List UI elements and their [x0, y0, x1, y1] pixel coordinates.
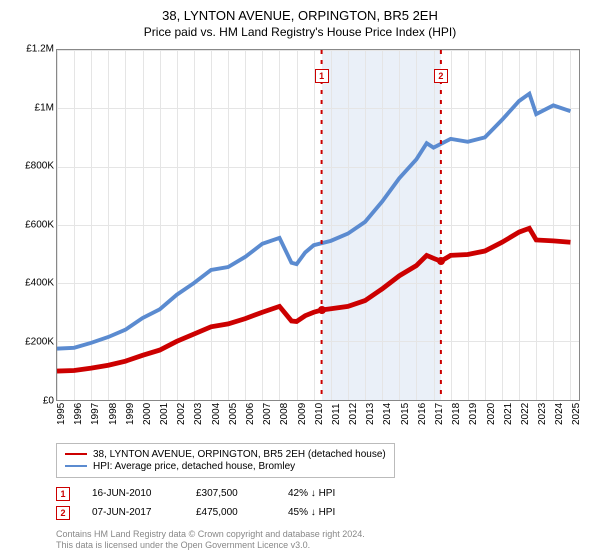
sale-price: £475,000 [196, 507, 266, 518]
sale-table-marker: 1 [56, 487, 70, 501]
sale-dot [318, 306, 326, 314]
sale-price: £307,500 [196, 488, 266, 499]
series-red_line [57, 228, 570, 371]
sale-date: 07-JUN-2017 [92, 507, 174, 518]
x-tick-label: 2025 [571, 402, 600, 424]
chart-area: 12 £0£200K£400K£600K£800K£1M£1.2M1995199… [8, 45, 592, 443]
sale-table-row: 1 16-JUN-2010 £307,500 42% ↓ HPI [56, 487, 592, 501]
y-tick-label: £200K [10, 337, 54, 348]
sale-table-marker: 2 [56, 506, 70, 520]
y-tick-label: £1M [10, 102, 54, 113]
legend-label: 38, LYNTON AVENUE, ORPINGTON, BR5 2EH (d… [93, 449, 386, 460]
sale-table: 1 16-JUN-2010 £307,500 42% ↓ HPI 2 07-JUN-201… [56, 482, 592, 525]
sale-marker-box: 1 [315, 69, 329, 83]
legend-swatch [65, 453, 87, 455]
sale-pct: 42% ↓ HPI [288, 488, 335, 499]
legend-label: HPI: Average price, detached house, Brom… [93, 461, 295, 472]
sale-table-row: 2 07-JUN-2017 £475,000 45% ↓ HPI [56, 506, 592, 520]
footer-line-1: Contains HM Land Registry data © Crown c… [56, 529, 592, 541]
footer: Contains HM Land Registry data © Crown c… [56, 529, 592, 552]
legend-row: 38, LYNTON AVENUE, ORPINGTON, BR5 2EH (d… [65, 449, 386, 460]
chart-title: 38, LYNTON AVENUE, ORPINGTON, BR5 2EH [8, 8, 592, 23]
y-tick-label: £400K [10, 278, 54, 289]
legend-row: HPI: Average price, detached house, Brom… [65, 461, 386, 472]
plot-region: 12 [56, 49, 580, 401]
sale-dot [437, 257, 445, 265]
legend: 38, LYNTON AVENUE, ORPINGTON, BR5 2EH (d… [56, 443, 395, 478]
footer-line-2: This data is licensed under the Open Gov… [56, 540, 592, 552]
sale-pct: 45% ↓ HPI [288, 507, 335, 518]
y-tick-label: £600K [10, 219, 54, 230]
chart-subtitle: Price paid vs. HM Land Registry's House … [8, 25, 592, 39]
y-tick-label: £1.2M [10, 44, 54, 55]
sale-marker-box: 2 [434, 69, 448, 83]
sale-date: 16-JUN-2010 [92, 488, 174, 499]
y-tick-label: £0 [10, 395, 54, 406]
legend-swatch [65, 465, 87, 467]
container: 38, LYNTON AVENUE, ORPINGTON, BR5 2EH Pr… [0, 0, 600, 560]
y-tick-label: £800K [10, 161, 54, 172]
line-svg [57, 50, 579, 400]
